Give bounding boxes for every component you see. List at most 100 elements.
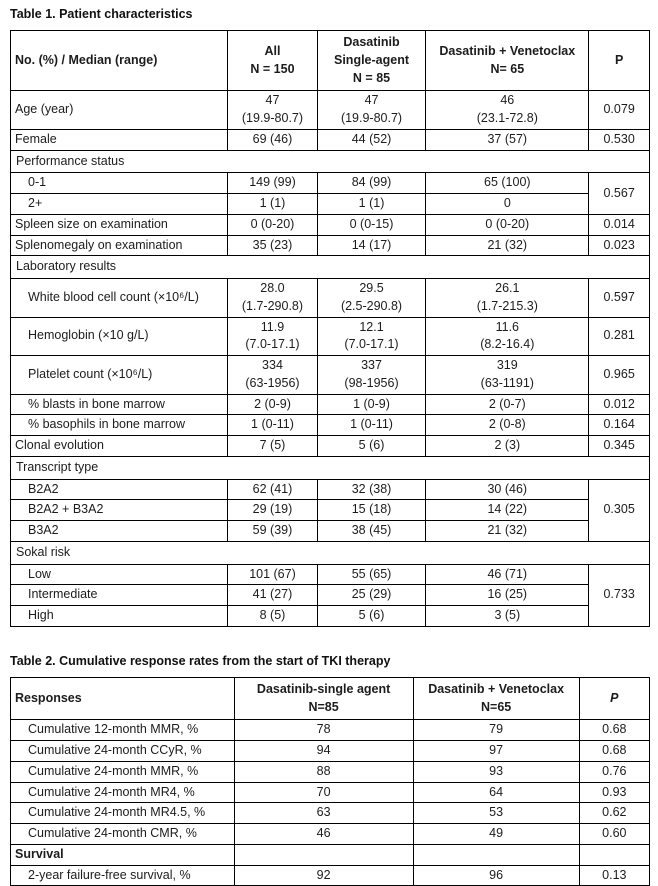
column-header: Responses (10, 676, 235, 721)
value-cell: 21 (32) (425, 234, 590, 257)
value-cell: 14 (22) (425, 499, 590, 521)
value-cell: 0 (0-20) (227, 213, 318, 236)
row-label: % blasts in bone marrow (9, 393, 229, 416)
table-row: Cumulative 24-month MR4, % 70 64 0.93 (10, 781, 651, 804)
value-cell: 149 (99) (227, 172, 318, 194)
table-row: Platelet count (×10⁶/L) 334 (63-1956) 337 … (9, 355, 650, 395)
value-cell: 1 (1) (227, 193, 318, 215)
value-cell: 14 (17) (316, 234, 427, 257)
value-cell: 84 (99) (316, 172, 427, 194)
column-header: All N = 150 (227, 29, 318, 92)
value-cell: 29 (19) (227, 499, 318, 521)
table-row: Spleen size on examination 0 (0-20) 0 (0-1… (9, 213, 650, 236)
column-header: No. (%) / Median (range) (9, 29, 229, 92)
table-row: Splenomegaly on examination 35 (23) 14 (17… (9, 234, 650, 257)
value-cell: 63 (233, 802, 414, 824)
row-label: Cumulative 24-month CCyR, % (10, 740, 235, 762)
row-label: High (9, 605, 229, 627)
value-cell: 337 (98-1956) (316, 355, 427, 395)
value-cell: 1 (0-11) (316, 414, 427, 436)
value-cell: 28.0 (1.7-290.8) (227, 278, 318, 318)
row-label: Cumulative 24-month MMR, % (10, 760, 235, 783)
p-value-cell: 0.68 (578, 740, 651, 762)
p-value-cell: 0.76 (578, 760, 651, 783)
value-cell: 334 (63-1956) (227, 355, 318, 395)
value-cell: 0 (0-20) (425, 213, 590, 236)
section-label: Performance status (10, 149, 650, 174)
p-value-cell: 0.079 (588, 90, 650, 130)
row-label: 2-year failure-free survival, % (10, 864, 235, 886)
section-row: Sokal risk (10, 540, 650, 565)
value-cell: 1 (0-9) (316, 393, 427, 416)
header-row: No. (%) / Median (range) All N = 150 Dasat… (9, 29, 650, 92)
value-cell: 11.6 (8.2-16.4) (425, 316, 590, 356)
p-value-cell: 0.733 (588, 563, 650, 627)
value-cell: 37 (57) (425, 128, 590, 151)
value-cell: 5 (6) (316, 605, 427, 627)
value-cell: 32 (38) (316, 478, 427, 501)
p-value-cell: 0.60 (578, 823, 651, 845)
table-row: Cumulative 24-month CCyR, % 94 97 0.68 (10, 740, 651, 762)
value-cell: 62 (41) (227, 478, 318, 501)
table-row: Female 69 (46) 44 (52) 37 (57) 0.530 (9, 128, 650, 151)
value-cell: 15 (18) (316, 499, 427, 521)
table-row: B3A2 59 (39) 38 (45) 21 (32) (9, 520, 650, 542)
value-cell: 55 (65) (316, 563, 427, 586)
row-label: Clonal evolution (9, 435, 229, 457)
table-row: Intermediate 41 (27) 25 (29) 16 (25) (9, 584, 650, 606)
p-value-cell: 0.13 (578, 864, 651, 886)
p-value-cell: 0.164 (588, 414, 650, 436)
value-cell: 3 (5) (425, 605, 590, 627)
section-row: Performance status (10, 149, 650, 174)
value-cell: 59 (39) (227, 520, 318, 542)
value-cell: 11.9 (7.0-17.1) (227, 316, 318, 356)
p-value-cell: 0.597 (588, 278, 650, 318)
value-cell: 47 (19.9-80.7) (316, 90, 427, 130)
table1-title: Table 1. Patient characteristics (10, 7, 193, 21)
p-value-cell (578, 843, 651, 866)
table-row: Clonal evolution 7 (5) 5 (6) 2 (3) 0.345 (9, 435, 650, 457)
column-header: P (578, 676, 651, 721)
table-row: 2-year failure-free survival, % 92 96 0.13 (10, 864, 651, 886)
column-header: Dasatinib-single agent N=85 (233, 676, 414, 721)
value-cell: 53 (412, 802, 580, 824)
p-value-cell: 0.345 (588, 435, 650, 457)
value-cell: 38 (45) (316, 520, 427, 542)
p-value-cell: 0.530 (588, 128, 650, 151)
p-value-cell: 0.281 (588, 316, 650, 356)
value-cell: 79 (412, 719, 580, 741)
value-cell: 46 (23.1-72.8) (425, 90, 590, 130)
table-row: Cumulative 24-month MMR, % 88 93 0.76 (10, 760, 651, 783)
table-row: Age (year) 47 (19.9-80.7) 47 (19.9-80.7) 46… (9, 90, 650, 130)
value-cell: 70 (233, 781, 414, 804)
value-cell: 12.1 (7.0-17.1) (316, 316, 427, 356)
table-row: Hemoglobin (×10 g/L) 11.9 (7.0-17.1) 12.1 … (9, 316, 650, 356)
value-cell: 26.1 (1.7-215.3) (425, 278, 590, 318)
value-cell: 101 (67) (227, 563, 318, 586)
p-value-cell: 0.305 (588, 478, 650, 542)
value-cell: 0 (425, 193, 590, 215)
p-value-cell: 0.023 (588, 234, 650, 257)
row-label: Low (9, 563, 229, 586)
row-label: Cumulative 24-month MR4.5, % (10, 802, 235, 824)
table-row: B2A2 + B3A2 29 (19) 15 (18) 14 (22) (9, 499, 650, 521)
row-label: Cumulative 24-month MR4, % (10, 781, 235, 804)
column-header: P (588, 29, 650, 92)
row-label: White blood cell count (×10⁶/L) (9, 278, 229, 318)
row-label: Cumulative 24-month CMR, % (10, 823, 235, 845)
value-cell: 16 (25) (425, 584, 590, 606)
value-cell: 2 (0-8) (425, 414, 590, 436)
row-label: Spleen size on examination (9, 213, 229, 236)
column-header: Dasatinib + Venetoclax N= 65 (425, 29, 590, 92)
row-label: B2A2 (9, 478, 229, 501)
row-label: Cumulative 12-month MMR, % (10, 719, 235, 741)
table-row: 0-1 149 (99) 84 (99) 65 (100) 0.567 (9, 172, 650, 215)
value-cell: 44 (52) (316, 128, 427, 151)
section-row: Transcript type (10, 455, 650, 480)
value-cell: 97 (412, 740, 580, 762)
value-cell: 0 (0-15) (316, 213, 427, 236)
table-row: % blasts in bone marrow 2 (0-9) 1 (0-9) 2 (… (9, 393, 650, 416)
p-value-cell: 0.012 (588, 393, 650, 416)
value-cell: 69 (46) (227, 128, 318, 151)
value-cell: 92 (233, 864, 414, 886)
